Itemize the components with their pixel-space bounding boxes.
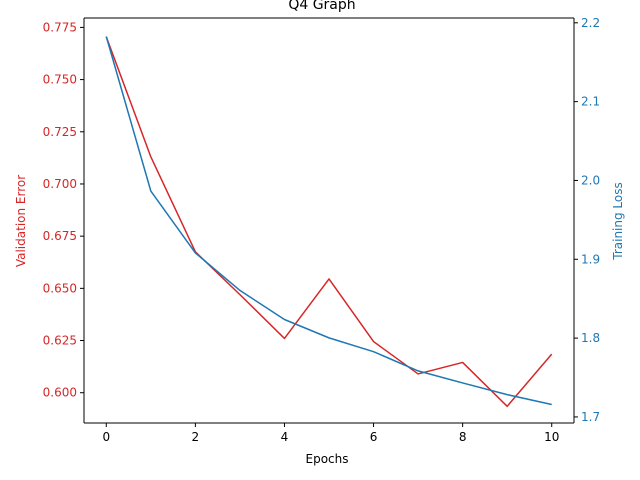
right-tick-label: 2.1 [581,95,600,109]
training-loss-line [105,36,552,406]
left-tick-label: 0.625 [43,334,77,348]
right-tick-label: 1.7 [581,410,600,424]
left-tick-label: 0.650 [43,281,77,295]
x-tick-label: 4 [281,430,289,444]
chart-title: Q4 Graph [288,0,355,13]
x-axis-title: Epochs [306,452,349,466]
left-axis-title: Validation Error [14,175,28,267]
validation-error-line [105,36,553,408]
right-tick-label: 2.2 [581,16,600,30]
left-tick-label: 0.750 [43,73,77,87]
left-tick-label: 0.700 [43,177,77,191]
x-tick-label: 8 [459,430,467,444]
x-tick-label: 6 [370,430,378,444]
x-tick-label: 10 [544,430,559,444]
left-tick-label: 0.775 [43,20,77,34]
series-layer [105,36,553,408]
right-tick-label: 1.8 [581,331,600,345]
left-tick-label: 0.675 [43,229,77,243]
right-tick-label: 2.0 [581,173,600,187]
x-tick-label: 0 [102,430,110,444]
left-tick-label: 0.725 [43,125,77,139]
axes-layer: 0 2 4 6 8 10 0.600 0.625 0.650 0.675 0.700 0.725 0.7… [43,16,600,444]
right-axis-title: Training Loss [611,182,625,260]
x-tick-label: 2 [192,430,200,444]
left-tick-label: 0.600 [43,386,77,400]
right-tick-label: 1.9 [581,252,600,266]
